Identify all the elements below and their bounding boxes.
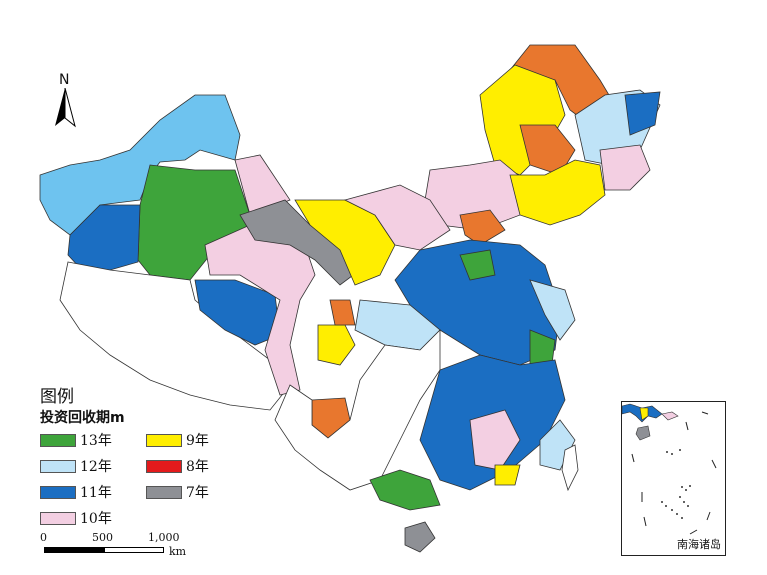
legend-label: 9年 xyxy=(186,433,209,449)
region-south-xinjiang-white xyxy=(59,261,291,411)
region-taiwan xyxy=(561,444,579,492)
north-arrow-icon xyxy=(55,88,76,128)
legend: 图例 投资回收期m 13年 9年 12年 8年 11年 7年 10年 xyxy=(40,382,240,527)
legend-swatch xyxy=(40,511,76,525)
north-arrow: N xyxy=(52,72,78,134)
scale-label-500: 500 xyxy=(92,531,113,544)
region-orange-northeast xyxy=(519,124,576,176)
legend-swatch xyxy=(40,459,76,473)
region-west-darkblue xyxy=(67,204,141,271)
legend-items: 13年 9年 12年 8年 11年 7年 10年 xyxy=(40,430,240,527)
legend-subtitle: 投资回收期m xyxy=(40,410,125,426)
legend-swatch xyxy=(146,433,182,447)
region-south-green xyxy=(369,469,441,511)
north-label: N xyxy=(59,72,70,88)
legend-label: 12年 xyxy=(80,459,112,475)
region-yellow-west-lower xyxy=(317,324,356,366)
region-yellow-east xyxy=(509,159,606,226)
legend-label: 7年 xyxy=(186,485,209,501)
legend-item-12: 12年 xyxy=(40,456,112,476)
region-central-darkblue xyxy=(194,279,281,346)
legend-label: 11年 xyxy=(80,485,112,501)
region-hainan-gray xyxy=(404,521,436,553)
legend-item-9: 9年 xyxy=(146,430,209,450)
region-south-yellow xyxy=(494,464,521,486)
region-orange-center xyxy=(459,209,506,246)
legend-item-13: 13年 xyxy=(40,430,112,450)
region-green-central xyxy=(459,249,496,281)
region-gray-inner xyxy=(239,199,361,286)
region-pink-north xyxy=(234,154,291,216)
scale-segment-white xyxy=(104,547,164,553)
inset-map xyxy=(622,403,717,535)
south-china-sea-inset: 南海诸岛 xyxy=(621,401,726,556)
legend-swatch xyxy=(146,459,182,473)
inset-label: 南海诸岛 xyxy=(677,538,721,551)
scale-label-1000: 1,000 xyxy=(148,531,180,544)
legend-label: 8年 xyxy=(186,459,209,475)
legend-item-11: 11年 xyxy=(40,482,112,502)
legend-item-10: 10年 xyxy=(40,508,112,528)
legend-item-7: 7年 xyxy=(146,482,209,502)
region-lightblue-east xyxy=(529,279,576,341)
legend-label: 10年 xyxy=(80,511,112,527)
scale-bar: 0 500 1,000 km xyxy=(40,531,200,561)
legend-swatch xyxy=(40,433,76,447)
legend-label: 13年 xyxy=(80,433,112,449)
legend-swatch xyxy=(146,485,182,499)
scale-segment-black xyxy=(44,547,104,553)
region-pink-inner xyxy=(343,184,451,251)
region-south-pink xyxy=(469,409,521,471)
legend-item-8: 8年 xyxy=(146,456,209,476)
scale-unit: km xyxy=(169,545,187,558)
region-orange-west-lower xyxy=(329,299,356,326)
legend-title: 图例 xyxy=(40,387,74,407)
scale-label-0: 0 xyxy=(40,531,47,544)
region-southwest-white xyxy=(274,329,441,491)
region-northeast-darkblue xyxy=(624,91,661,136)
region-northeast-pink2 xyxy=(599,144,651,191)
legend-swatch xyxy=(40,485,76,499)
